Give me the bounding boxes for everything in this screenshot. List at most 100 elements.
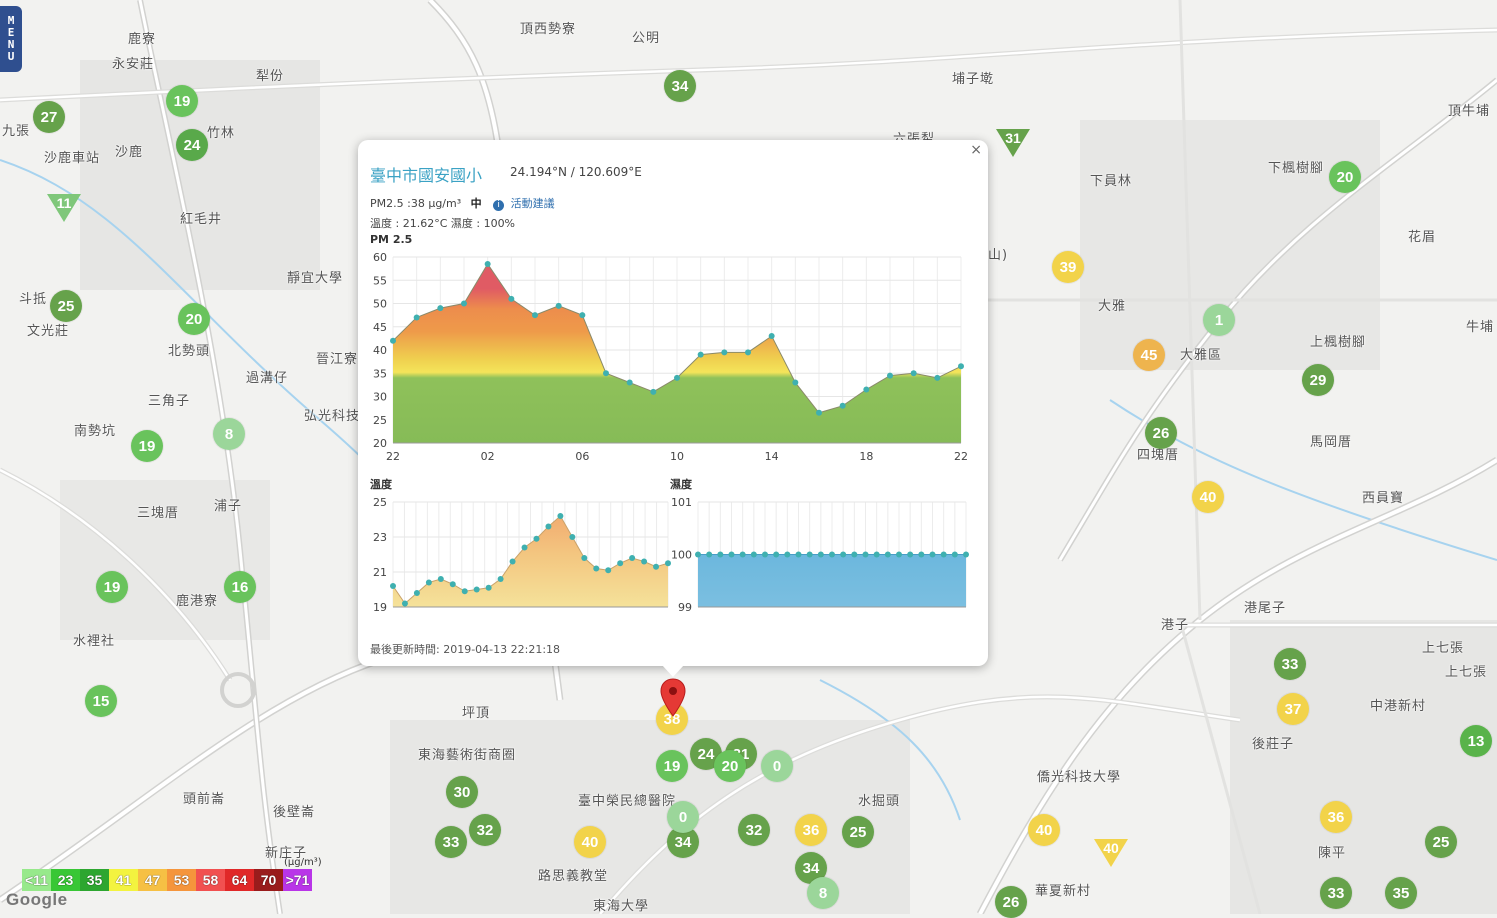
station-marker[interactable]: 24 <box>176 129 208 161</box>
place-label: 鹿寮 <box>128 32 157 47</box>
station-marker[interactable]: 25 <box>842 816 874 848</box>
station-marker[interactable]: 20 <box>1329 161 1361 193</box>
place-label: 大雅 <box>1098 299 1127 314</box>
station-marker[interactable]: 8 <box>807 877 839 909</box>
place-label: 靜宜大學 <box>287 271 344 286</box>
station-marker[interactable]: 0 <box>761 750 793 782</box>
activity-advice-link[interactable]: 活動建議 <box>510 197 555 210</box>
place-label: 晉江寮 <box>316 352 359 367</box>
info-icon[interactable]: i <box>493 200 505 211</box>
data-point <box>425 579 432 586</box>
station-marker[interactable]: 13 <box>1460 725 1492 757</box>
place-label: 水裡社 <box>73 634 116 649</box>
station-marker[interactable]: 1 <box>1203 304 1235 336</box>
station-marker[interactable]: 25 <box>1425 826 1457 858</box>
sensor-triangle-marker[interactable]: 31 <box>996 129 1030 157</box>
station-marker[interactable]: 19 <box>656 750 688 782</box>
data-point <box>449 581 456 588</box>
sensor-triangle-marker[interactable]: 11 <box>47 194 81 222</box>
place-label: 山) <box>988 248 1009 263</box>
data-point <box>792 379 799 386</box>
station-marker[interactable]: 0 <box>667 801 699 833</box>
data-point <box>721 349 728 356</box>
data-point <box>784 551 791 558</box>
station-marker[interactable]: 19 <box>131 430 163 462</box>
place-label: 大雅區 <box>1180 348 1223 363</box>
station-marker[interactable]: 33 <box>1320 877 1352 909</box>
place-label: 埔子墘 <box>952 72 995 87</box>
station-marker[interactable]: 8 <box>213 418 245 450</box>
place-label: 上楓樹腳 <box>1310 335 1367 350</box>
data-point <box>653 563 660 570</box>
station-marker[interactable]: 16 <box>224 571 256 603</box>
station-marker[interactable]: 37 <box>1277 693 1309 725</box>
legend-cell: 64 <box>225 869 254 891</box>
data-point <box>863 386 870 393</box>
station-marker[interactable]: 15 <box>85 685 117 717</box>
place-label: 上七張 <box>1422 641 1465 656</box>
place-label: 弘光科技 <box>304 409 361 424</box>
station-marker[interactable]: 25 <box>50 290 82 322</box>
data-point <box>829 551 835 558</box>
place-label: 下員林 <box>1090 174 1133 189</box>
y-tick-label: 45 <box>373 321 387 334</box>
x-tick-label: 18 <box>859 450 873 463</box>
place-label: 牛埔 <box>1466 320 1495 335</box>
station-marker[interactable]: 36 <box>1320 801 1352 833</box>
y-tick-label: 30 <box>373 391 387 404</box>
station-marker[interactable]: 30 <box>446 776 478 808</box>
station-marker[interactable]: 20 <box>178 303 210 335</box>
place-label: 公明 <box>632 31 661 46</box>
data-point <box>840 551 847 558</box>
legend-cell: 41 <box>109 869 138 891</box>
location-pin-icon[interactable] <box>660 678 686 718</box>
station-marker[interactable]: 26 <box>1145 417 1177 449</box>
station-marker[interactable]: 20 <box>714 750 746 782</box>
data-point <box>887 372 893 379</box>
station-marker[interactable]: 40 <box>1028 814 1060 846</box>
place-label: 三塊厝 <box>137 506 180 521</box>
station-marker[interactable]: 32 <box>738 814 770 846</box>
station-marker[interactable]: 36 <box>795 814 827 846</box>
data-point <box>557 513 564 519</box>
data-point <box>641 558 648 565</box>
place-label: 沙鹿車站 <box>44 151 101 166</box>
y-tick-label: 25 <box>373 414 387 427</box>
data-point <box>750 551 757 558</box>
y-tick-label: 101 <box>671 496 692 509</box>
station-marker[interactable]: 35 <box>1385 877 1417 909</box>
station-marker[interactable]: 40 <box>1192 481 1224 513</box>
station-marker[interactable]: 24 <box>690 738 722 770</box>
place-label: 竹林 <box>207 126 236 141</box>
pm-chart: 20 25 30 35 40 45 50 55 60 22 02 06 10 14 18 22 <box>373 251 968 463</box>
legend-cell: >71 <box>283 869 312 891</box>
data-point <box>851 551 858 558</box>
station-marker[interactable]: 40 <box>574 826 606 858</box>
station-marker[interactable]: 19 <box>96 571 128 603</box>
station-marker[interactable]: 26 <box>995 886 1027 918</box>
sensor-triangle-marker[interactable]: 40 <box>1094 839 1128 867</box>
place-label: 花眉 <box>1408 230 1437 245</box>
station-marker[interactable]: 19 <box>166 85 198 117</box>
place-label: 沙鹿 <box>115 145 144 160</box>
station-marker[interactable]: 32 <box>469 814 501 846</box>
x-tick-label: 10 <box>670 450 684 463</box>
station-marker[interactable]: 39 <box>1052 251 1084 283</box>
station-marker[interactable]: 45 <box>1133 339 1165 371</box>
data-point <box>569 534 576 540</box>
data-point <box>958 363 964 370</box>
station-marker[interactable]: 33 <box>1274 648 1306 680</box>
station-marker[interactable]: 33 <box>435 826 467 858</box>
station-marker[interactable]: 34 <box>667 826 699 858</box>
data-point <box>555 302 562 309</box>
place-label: 港尾子 <box>1244 601 1287 616</box>
close-button[interactable]: × <box>970 142 982 158</box>
station-marker[interactable]: 27 <box>33 101 65 133</box>
data-point <box>674 374 680 381</box>
data-point <box>461 300 467 307</box>
station-marker[interactable]: 34 <box>664 70 696 102</box>
place-label: 頭前崙 <box>183 792 226 807</box>
station-marker[interactable]: 29 <box>1302 364 1334 396</box>
